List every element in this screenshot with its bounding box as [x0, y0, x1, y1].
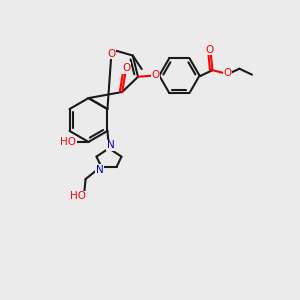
Text: O: O [223, 68, 232, 78]
Text: N: N [106, 140, 114, 150]
Text: O: O [205, 45, 214, 55]
Text: HO: HO [60, 137, 76, 147]
Text: O: O [122, 63, 130, 73]
Text: O: O [108, 49, 116, 59]
Text: O: O [151, 70, 160, 80]
Text: N: N [96, 164, 104, 175]
Text: HO: HO [70, 191, 86, 201]
